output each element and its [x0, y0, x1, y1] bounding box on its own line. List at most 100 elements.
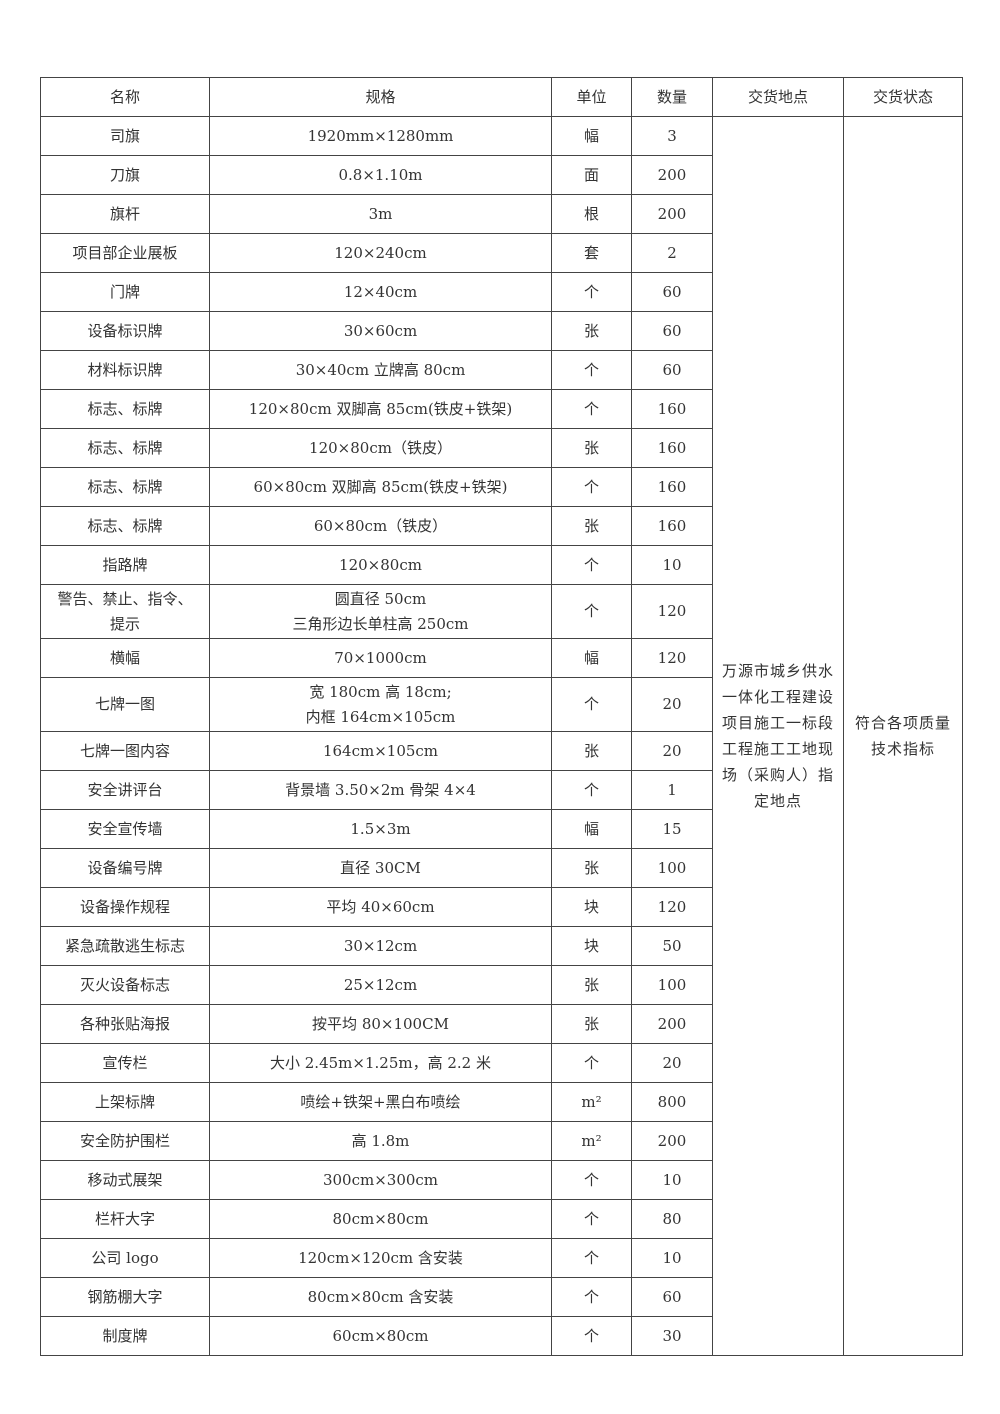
cell-unit: 个 — [551, 584, 632, 639]
header-delivery-location: 交货地点 — [712, 77, 844, 117]
table-row: 制度牌 60cm×80cm 个 30 — [40, 1316, 963, 1356]
cell-qty: 10 — [631, 1238, 713, 1278]
cell-qty: 60 — [631, 272, 713, 312]
cell-spec: 25×12cm — [209, 965, 552, 1005]
cell-qty: 30 — [631, 1316, 713, 1356]
cell-spec: 80cm×80cm — [209, 1199, 552, 1239]
cell-unit: m² — [551, 1082, 632, 1122]
cell-qty: 50 — [631, 926, 713, 966]
cell-qty: 20 — [631, 731, 713, 771]
cell-delivery-status: 符合各项质量技术指标 — [843, 116, 963, 1356]
table-row: 七牌一图宽 180cm 高 18cm; 内框 164cm×105cm 个 20 — [40, 677, 963, 732]
cell-qty: 10 — [631, 545, 713, 585]
cell-name: 标志、标牌 — [40, 389, 210, 429]
table-row: 设备编号牌 直径 30CM 张 100 — [40, 848, 963, 888]
cell-unit: 个 — [551, 1277, 632, 1317]
cell-unit: 幅 — [551, 638, 632, 678]
cell-unit: 个 — [551, 1238, 632, 1278]
cell-name: 设备操作规程 — [40, 887, 210, 927]
cell-name: 宣传栏 — [40, 1043, 210, 1083]
cell-spec: 0.8×1.10m — [209, 155, 552, 195]
cell-qty: 200 — [631, 194, 713, 234]
cell-unit: 个 — [551, 770, 632, 810]
materials-table: 名称 规格 单位 数量 交货地点 交货状态 司旗 1920mm×1280mm 幅 3 万… — [40, 77, 963, 1356]
table-row: 灭火设备标志 25×12cm 张 100 — [40, 965, 963, 1005]
cell-unit: 幅 — [551, 809, 632, 849]
cell-unit: 块 — [551, 887, 632, 927]
cell-name: 标志、标牌 — [40, 506, 210, 546]
cell-spec: 60×80cm 双脚高 85cm(铁皮+铁架) — [209, 467, 552, 507]
cell-unit: 个 — [551, 1316, 632, 1356]
cell-qty: 60 — [631, 350, 713, 390]
table-row: 设备操作规程 平均 40×60cm 块 120 — [40, 887, 963, 927]
table-row: 七牌一图内容 164cm×105cm 张 20 — [40, 731, 963, 771]
cell-spec: 3m — [209, 194, 552, 234]
table-row: 横幅 70×1000cm 幅 120 — [40, 638, 963, 678]
cell-spec: 1.5×3m — [209, 809, 552, 849]
cell-unit: 块 — [551, 926, 632, 966]
cell-name: 安全宣传墙 — [40, 809, 210, 849]
table-row: 紧急疏散逃生标志 30×12cm 块 50 — [40, 926, 963, 966]
cell-qty: 60 — [631, 1277, 713, 1317]
cell-unit: 个 — [551, 467, 632, 507]
header-name: 名称 — [40, 77, 210, 117]
cell-unit: 幅 — [551, 116, 632, 156]
cell-qty: 100 — [631, 965, 713, 1005]
cell-spec: 120cm×120cm 含安装 — [209, 1238, 552, 1278]
header-row: 名称 规格 单位 数量 交货地点 交货状态 — [40, 77, 963, 117]
cell-unit: 张 — [551, 428, 632, 468]
cell-name: 司旗 — [40, 116, 210, 156]
cell-spec: 30×40cm 立牌高 80cm — [209, 350, 552, 390]
table-row: 设备标识牌 30×60cm 张 60 — [40, 311, 963, 351]
cell-spec: 164cm×105cm — [209, 731, 552, 771]
table-row: 上架标牌 喷绘+铁架+黑白布喷绘 m² 800 — [40, 1082, 963, 1122]
cell-qty: 20 — [631, 677, 713, 732]
cell-name: 公司 logo — [40, 1238, 210, 1278]
cell-name: 标志、标牌 — [40, 467, 210, 507]
cell-name: 材料标识牌 — [40, 350, 210, 390]
cell-spec: 60cm×80cm — [209, 1316, 552, 1356]
cell-spec: 30×12cm — [209, 926, 552, 966]
cell-qty: 160 — [631, 506, 713, 546]
cell-name: 设备编号牌 — [40, 848, 210, 888]
cell-unit: 个 — [551, 272, 632, 312]
cell-name: 安全讲评台 — [40, 770, 210, 810]
cell-qty: 200 — [631, 1121, 713, 1161]
cell-unit: 张 — [551, 731, 632, 771]
header-delivery-status: 交货状态 — [843, 77, 963, 117]
cell-qty: 200 — [631, 1004, 713, 1044]
cell-spec: 背景墙 3.50×2m 骨架 4×4 — [209, 770, 552, 810]
cell-name: 移动式展架 — [40, 1160, 210, 1200]
cell-qty: 120 — [631, 584, 713, 639]
cell-qty: 15 — [631, 809, 713, 849]
cell-unit: 面 — [551, 155, 632, 195]
cell-spec: 按平均 80×100CM — [209, 1004, 552, 1044]
cell-qty: 800 — [631, 1082, 713, 1122]
table-row: 标志、标牌 120×80cm（铁皮）张 160 — [40, 428, 963, 468]
cell-spec: 12×40cm — [209, 272, 552, 312]
header-spec: 规格 — [209, 77, 552, 117]
table-row: 安全讲评台 背景墙 3.50×2m 骨架 4×4 个 1 — [40, 770, 963, 810]
cell-unit: 张 — [551, 965, 632, 1005]
cell-unit: 个 — [551, 545, 632, 585]
cell-unit: 张 — [551, 1004, 632, 1044]
table-row: 标志、标牌 120×80cm 双脚高 85cm(铁皮+铁架) 个 160 — [40, 389, 963, 429]
cell-unit: 套 — [551, 233, 632, 273]
cell-spec: 平均 40×60cm — [209, 887, 552, 927]
header-unit: 单位 — [551, 77, 632, 117]
cell-spec: 120×240cm — [209, 233, 552, 273]
cell-name: 钢筋棚大字 — [40, 1277, 210, 1317]
cell-name: 上架标牌 — [40, 1082, 210, 1122]
table-row: 各种张贴海报 按平均 80×100CM 张 200 — [40, 1004, 963, 1044]
cell-qty: 1 — [631, 770, 713, 810]
cell-name: 标志、标牌 — [40, 428, 210, 468]
table-row: 司旗 1920mm×1280mm 幅 3 万源市城乡供水一体化工程建设项目施工一标段工程… — [40, 116, 963, 1356]
cell-unit: 个 — [551, 350, 632, 390]
cell-unit: 张 — [551, 506, 632, 546]
cell-qty: 120 — [631, 887, 713, 927]
cell-qty: 200 — [631, 155, 713, 195]
cell-spec: 300cm×300cm — [209, 1160, 552, 1200]
cell-spec: 大小 2.45m×1.25m，高 2.2 米 — [209, 1043, 552, 1083]
cell-qty: 160 — [631, 467, 713, 507]
cell-unit: 个 — [551, 1160, 632, 1200]
